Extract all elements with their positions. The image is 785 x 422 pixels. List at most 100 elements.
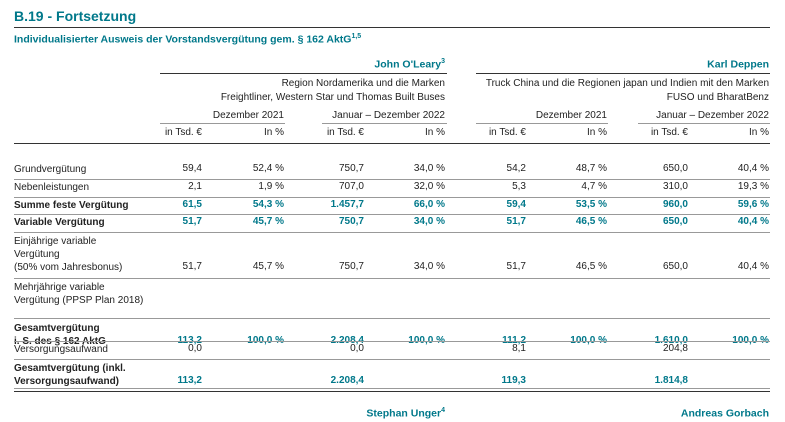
table-cell: 51,7 bbox=[506, 261, 526, 272]
table-cell: 204,8 bbox=[662, 343, 688, 354]
table-subtitle: Individualisierter Ausweis der Vorstands… bbox=[14, 33, 362, 46]
table-cell: 100,0 % bbox=[732, 335, 769, 346]
unit-header: in Tsd. € bbox=[488, 127, 526, 138]
table-cell: 34,0 % bbox=[413, 216, 445, 227]
row-label-line: Versorgungsaufwand) bbox=[14, 376, 120, 387]
table-cell: 0,0 bbox=[350, 343, 364, 354]
table-cell: 1.814,8 bbox=[654, 375, 688, 386]
row-label-line: Nebenleistungen bbox=[14, 182, 90, 193]
row-label: Grundvergütung bbox=[14, 163, 86, 176]
person-name-john-oleary: John O'Leary3 bbox=[374, 58, 445, 71]
table-cell: 0,0 bbox=[188, 343, 202, 354]
table-cell: 66,0 % bbox=[413, 199, 445, 210]
table-cell: 53,5 % bbox=[575, 199, 607, 210]
unit-header: In % bbox=[748, 127, 769, 138]
row-label-line: Einjährige variable bbox=[14, 236, 97, 247]
period-rule bbox=[322, 123, 447, 124]
table-cell: 61,5 bbox=[182, 199, 202, 210]
row-label: Summe feste Vergütung bbox=[14, 199, 128, 212]
table-cell: 45,7 % bbox=[252, 261, 284, 272]
table-cell: 2.208,4 bbox=[330, 375, 364, 386]
table-cell: 1.457,7 bbox=[330, 199, 364, 210]
table-cell: 100,0 % bbox=[408, 335, 445, 346]
table-cell: 34,0 % bbox=[413, 261, 445, 272]
table-cell: 48,7 % bbox=[575, 163, 607, 174]
unit-header: in Tsd. € bbox=[164, 127, 202, 138]
row-divider bbox=[14, 341, 770, 342]
person-name-karl-deppen: Karl Deppen bbox=[707, 58, 769, 71]
table-cell: 40,4 % bbox=[737, 216, 769, 227]
table-cell: 113,2 bbox=[177, 375, 202, 386]
table-cell: 51,7 bbox=[182, 216, 202, 227]
table-cell: 54,3 % bbox=[252, 199, 284, 210]
table-bottom-rule bbox=[14, 391, 770, 392]
table-cell: 45,7 % bbox=[252, 216, 284, 227]
row-label: Versorgungsaufwand bbox=[14, 343, 108, 356]
row-label-line: Versorgungsaufwand bbox=[14, 344, 108, 355]
person-name-andreas-gorbach: Andreas Gorbach bbox=[680, 407, 769, 420]
table-cell: 310,0 bbox=[662, 181, 688, 192]
period-rule bbox=[160, 123, 285, 124]
period-header: Dezember 2021 bbox=[535, 110, 607, 121]
unit-header: In % bbox=[586, 127, 607, 138]
table-cell: 707,0 bbox=[338, 181, 364, 192]
unit-header: in Tsd. € bbox=[326, 127, 364, 138]
period-header: Januar – Dezember 2022 bbox=[656, 110, 769, 121]
period-rule bbox=[638, 123, 770, 124]
row-label-line: Gesamtvergütung (inkl. bbox=[14, 363, 126, 374]
row-label: Einjährige variable Vergütung (50% vom Jah… bbox=[14, 235, 122, 274]
period-header: Dezember 2021 bbox=[212, 110, 284, 121]
table-cell: 59,6 % bbox=[737, 199, 769, 210]
row-divider bbox=[14, 278, 770, 279]
person-name-stephan-unger: Stephan Unger4 bbox=[366, 407, 445, 420]
period-rule bbox=[476, 123, 608, 124]
table-cell: 750,7 bbox=[338, 163, 364, 174]
table-cell: 650,0 bbox=[662, 163, 688, 174]
row-divider bbox=[14, 214, 770, 215]
table-cell: 650,0 bbox=[662, 261, 688, 272]
table-cell: 8,1 bbox=[512, 343, 526, 354]
row-divider bbox=[14, 232, 770, 233]
table-cell: 111,2 bbox=[502, 335, 526, 346]
row-label-line: Grundvergütung bbox=[14, 164, 87, 175]
row-divider bbox=[14, 359, 770, 360]
table-cell: 40,4 % bbox=[737, 261, 769, 272]
person-description-1: Region Nordamerika und die Marken Freight… bbox=[220, 78, 445, 103]
table-cell: 750,7 bbox=[338, 216, 364, 227]
table-cell: 650,0 bbox=[662, 216, 688, 227]
person-rule-1 bbox=[160, 73, 447, 74]
table-cell: 51,7 bbox=[182, 261, 202, 272]
row-divider bbox=[14, 197, 770, 198]
row-divider bbox=[14, 318, 770, 319]
table-cell: 19,3 % bbox=[737, 181, 769, 192]
row-label: Gesamtvergütung (inkl. Versorgungsaufwand… bbox=[14, 362, 126, 388]
person-description-2: Truck China und die Regionen japan und I… bbox=[485, 78, 769, 103]
row-label-line: Gesamtvergütung bbox=[14, 323, 100, 334]
title-rule bbox=[14, 27, 770, 28]
table-cell: 46,5 % bbox=[575, 216, 607, 227]
row-label-line: Vergütung bbox=[14, 249, 60, 260]
table-cell: 40,4 % bbox=[737, 163, 769, 174]
section-title: B.19 - Fortsetzung bbox=[14, 8, 137, 24]
row-divider bbox=[14, 179, 770, 180]
table-cell: 34,0 % bbox=[413, 163, 445, 174]
table-cell: 1.610,0 bbox=[655, 335, 688, 346]
row-divider bbox=[14, 388, 770, 389]
table-cell: 960,0 bbox=[662, 199, 688, 210]
table-cell: 750,7 bbox=[338, 261, 364, 272]
person-rule-2 bbox=[476, 73, 770, 74]
table-cell: 32,0 % bbox=[413, 181, 445, 192]
row-label-line: (50% vom Jahresbonus) bbox=[14, 262, 123, 273]
table-cell: 59,4 bbox=[506, 199, 526, 210]
header-rule bbox=[14, 143, 770, 144]
table-cell: 119,3 bbox=[501, 375, 526, 386]
unit-header: In % bbox=[424, 127, 445, 138]
unit-header: In % bbox=[263, 127, 284, 138]
row-label: Nebenleistungen bbox=[14, 181, 89, 194]
table-cell: 2.208,4 bbox=[331, 335, 364, 346]
table-cell: 54,2 bbox=[506, 163, 526, 174]
row-label: Mehrjährige variable Vergütung (PPSP Plan… bbox=[14, 281, 143, 307]
table-cell: 2,1 bbox=[188, 181, 202, 192]
table-cell: 59,4 bbox=[182, 163, 202, 174]
table-cell: 5,3 bbox=[512, 181, 526, 192]
